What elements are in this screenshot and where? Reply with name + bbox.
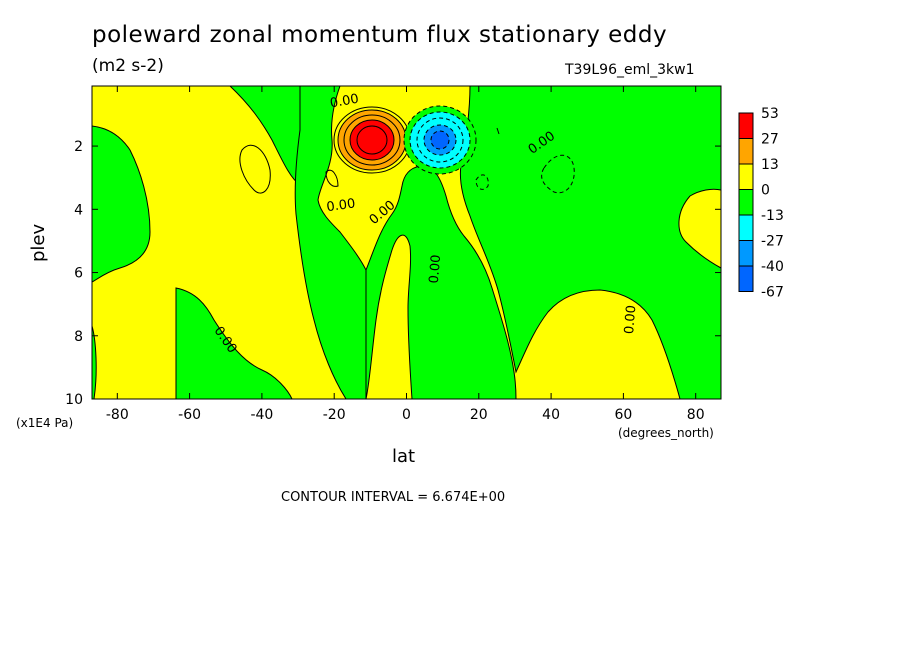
- chart-title: poleward zonal momentum flux stationary …: [92, 22, 668, 48]
- y-axis-units: (x1E4 Pa): [16, 416, 74, 430]
- x-tick-label: 80: [687, 407, 705, 423]
- colorbar-swatch: [738, 240, 754, 267]
- green-region-right: [459, 85, 722, 400]
- colorbar-swatch: [738, 138, 754, 165]
- x-tick-label: 40: [542, 407, 560, 423]
- yellow-island-right: [678, 188, 722, 269]
- colorbar-label: -40: [761, 259, 784, 275]
- colorbar-label: -27: [761, 234, 784, 250]
- colorbar-swatch: [738, 163, 754, 190]
- x-tick-label: -20: [323, 407, 346, 423]
- green-region-left-tongue: [175, 287, 293, 400]
- contour-label: 0.00: [326, 196, 357, 215]
- colorbar-swatch: [738, 112, 754, 139]
- x-tick-label: 60: [614, 407, 632, 423]
- x-axis: -80 -60 -40 -20 0 20 40 60 80: [106, 86, 705, 423]
- colorbar-swatch: [738, 265, 754, 292]
- y-tick-label: 4: [74, 202, 83, 218]
- green-region-center-column: [365, 165, 517, 400]
- colorbar-label: 27: [761, 132, 779, 148]
- x-tick-label: -40: [250, 407, 273, 423]
- green-region-left-top: [91, 125, 151, 283]
- x-axis-units: (degrees_north): [618, 426, 714, 440]
- negative-regions: [91, 85, 722, 400]
- contour-label: 0.00: [427, 254, 444, 284]
- negative-minimum: [403, 105, 477, 175]
- x-tick-label: -60: [178, 407, 201, 423]
- colorbar-label: 53: [761, 106, 779, 122]
- chart-units: (m2 s-2): [92, 56, 164, 76]
- colorbar-label: -67: [761, 285, 784, 301]
- x-axis-label: lat: [392, 446, 416, 467]
- colorbar: 53 27 13 0 -13 -27 -40 -67: [738, 106, 784, 301]
- y-tick-label: 10: [65, 392, 83, 408]
- y-tick-label: 8: [74, 329, 83, 345]
- colorbar-swatch: [738, 214, 754, 241]
- contour-label: 0.00: [329, 92, 360, 112]
- colorbar-swatch: [738, 189, 754, 216]
- minor-contours: [239, 127, 575, 194]
- y-axis: 2 4 6 8 10: [65, 139, 721, 408]
- y-tick-label: 6: [74, 266, 83, 282]
- colorbar-label: 13: [761, 157, 779, 173]
- y-tick-label: 2: [74, 139, 83, 155]
- positive-maximum: [333, 106, 411, 174]
- run-id: T39L96_eml_3kw1: [565, 62, 695, 78]
- x-tick-label: -80: [106, 407, 129, 423]
- contour-label: 0.00: [622, 305, 639, 335]
- x-tick-label: 0: [402, 407, 411, 423]
- contour-interval: CONTOUR INTERVAL = 6.674E+00: [281, 490, 506, 505]
- colorbar-label: -13: [761, 208, 784, 224]
- x-tick-label: 20: [470, 407, 488, 423]
- colorbar-label: 0: [761, 183, 770, 199]
- y-axis-label: plev: [28, 223, 49, 262]
